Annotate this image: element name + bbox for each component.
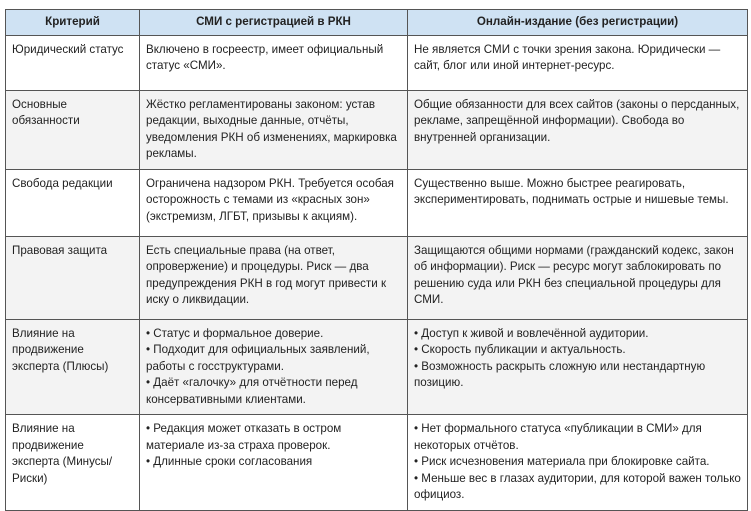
rkn-cell: Включено в госреестр, имеет официальный … <box>139 34 408 91</box>
online-cell: Общие обязанности для всех сайтов (закон… <box>407 89 748 170</box>
criterion-cell: Свобода редакции <box>5 168 140 237</box>
online-cell: Не является СМИ с точки зрения закона. Ю… <box>407 34 748 91</box>
cell-text: Не является СМИ с точки зрения закона. Ю… <box>414 42 721 73</box>
rkn-cell: • Редакция может отказать в остром матер… <box>139 414 408 511</box>
comparison-table: Критерий СМИ с регистрацией в РКН Онлайн… <box>5 9 748 511</box>
online-cell: Защищаются общими нормами (гражданский к… <box>407 235 748 320</box>
cell-text: • Статус и формальное доверие. <box>146 326 324 340</box>
table-row: Правовая защита Есть специальные права (н… <box>5 235 748 320</box>
rkn-cell: • Статус и формальное доверие. • Подходи… <box>139 318 408 415</box>
cell-text: • Редакция может отказать в остром матер… <box>146 422 342 452</box>
table-row: Влияние на продвижение эксперта (Минусы/… <box>5 414 748 511</box>
criterion-cell: Юридический статус <box>5 34 140 91</box>
cell-text: Есть специальные права (на ответ, опрове… <box>146 243 387 307</box>
cell-text: • Даёт «галочку» для отчётности перед ко… <box>146 376 358 406</box>
criterion-cell: Влияние на продвижение эксперта (Плюсы) <box>5 318 140 415</box>
cell-text: • Доступ к живой и вовлечённой аудитории… <box>414 326 649 340</box>
table-row: Влияние на продвижение эксперта (Плюсы) •… <box>5 318 748 415</box>
cell-text: Жёстко регламентированы законом: устав р… <box>146 97 397 161</box>
rkn-cell: Есть специальные права (на ответ, опрове… <box>139 235 408 320</box>
table-row: Юридический статус Включено в госреестр, … <box>5 34 748 91</box>
header-row: Критерий СМИ с регистрацией в РКН Онлайн… <box>5 9 748 36</box>
cell-text: Общие обязанности для всех сайтов (закон… <box>414 97 740 144</box>
cell-text: • Возможность раскрыть сложную или неста… <box>414 359 706 390</box>
rkn-cell: Жёстко регламентированы законом: устав р… <box>139 89 408 170</box>
criterion-cell: Основные обязанности <box>5 89 140 170</box>
table-row: Основные обязанности Жёстко регламентиров… <box>5 89 748 170</box>
header-criterion: Критерий <box>5 9 140 36</box>
rkn-cell: Ограничена надзором РКН. Требуется особа… <box>139 168 408 237</box>
cell-text: • Нет формального статуса «публикации в … <box>414 422 702 452</box>
criterion-cell: Влияние на продвижение эксперта (Минусы/… <box>5 414 140 511</box>
cell-text: Ограничена надзором РКН. Требуется особа… <box>146 176 394 223</box>
cell-text: Существенно выше. Можно быстрее реагиров… <box>414 176 729 207</box>
online-cell: • Нет формального статуса «публикации в … <box>407 414 748 511</box>
cell-text: • Скорость публикации и актуальность. <box>414 343 626 356</box>
header-online: Онлайн-издание (без регистрации) <box>407 9 748 36</box>
cell-text: • Подходит для официальных заявлений, ра… <box>146 343 370 373</box>
header-rkn: СМИ с регистрацией в РКН <box>139 9 408 36</box>
cell-text: Включено в госреестр, имеет официальный … <box>146 42 384 73</box>
cell-text: • Меньше вес в глазах аудитории, для кот… <box>414 471 741 502</box>
online-cell: • Доступ к живой и вовлечённой аудитории… <box>407 318 748 415</box>
cell-text: • Риск исчезновения материала при блокир… <box>414 455 710 468</box>
table-row: Свобода редакции Ограничена надзором РКН.… <box>5 168 748 237</box>
cell-text: Защищаются общими нормами (гражданский к… <box>414 243 734 307</box>
online-cell: Существенно выше. Можно быстрее реагиров… <box>407 168 748 237</box>
criterion-cell: Правовая защита <box>5 235 140 320</box>
cell-text: • Длинные сроки согласования <box>146 455 313 468</box>
